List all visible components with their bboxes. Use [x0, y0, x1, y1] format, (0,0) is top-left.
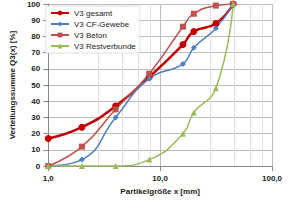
svg-text:90: 90 — [31, 16, 40, 25]
svg-text:V3 Restverbunde: V3 Restverbunde — [74, 42, 136, 51]
svg-text:30: 30 — [31, 113, 40, 122]
svg-text:100,0: 100,0 — [262, 174, 283, 183]
svg-text:20: 20 — [31, 129, 40, 138]
svg-text:0: 0 — [36, 162, 41, 171]
svg-text:80: 80 — [31, 32, 40, 41]
svg-text:Partikelgröße x [mm]: Partikelgröße x [mm] — [120, 187, 200, 196]
svg-text:40: 40 — [31, 97, 40, 106]
svg-text:60: 60 — [31, 64, 40, 73]
svg-text:V3 gesamt: V3 gesamt — [74, 9, 113, 18]
svg-text:50: 50 — [31, 81, 40, 90]
svg-text:Verteilungssumme Q3(x) [%]: Verteilungssumme Q3(x) [%] — [8, 30, 17, 139]
svg-text:10: 10 — [31, 145, 40, 154]
svg-text:10,0: 10,0 — [152, 174, 168, 183]
svg-text:100: 100 — [27, 0, 41, 9]
svg-text:70: 70 — [31, 48, 40, 57]
svg-text:V3 CF-Gewebe: V3 CF-Gewebe — [74, 20, 130, 29]
svg-text:V3 Beton: V3 Beton — [74, 31, 107, 40]
svg-text:1,0: 1,0 — [43, 174, 55, 183]
